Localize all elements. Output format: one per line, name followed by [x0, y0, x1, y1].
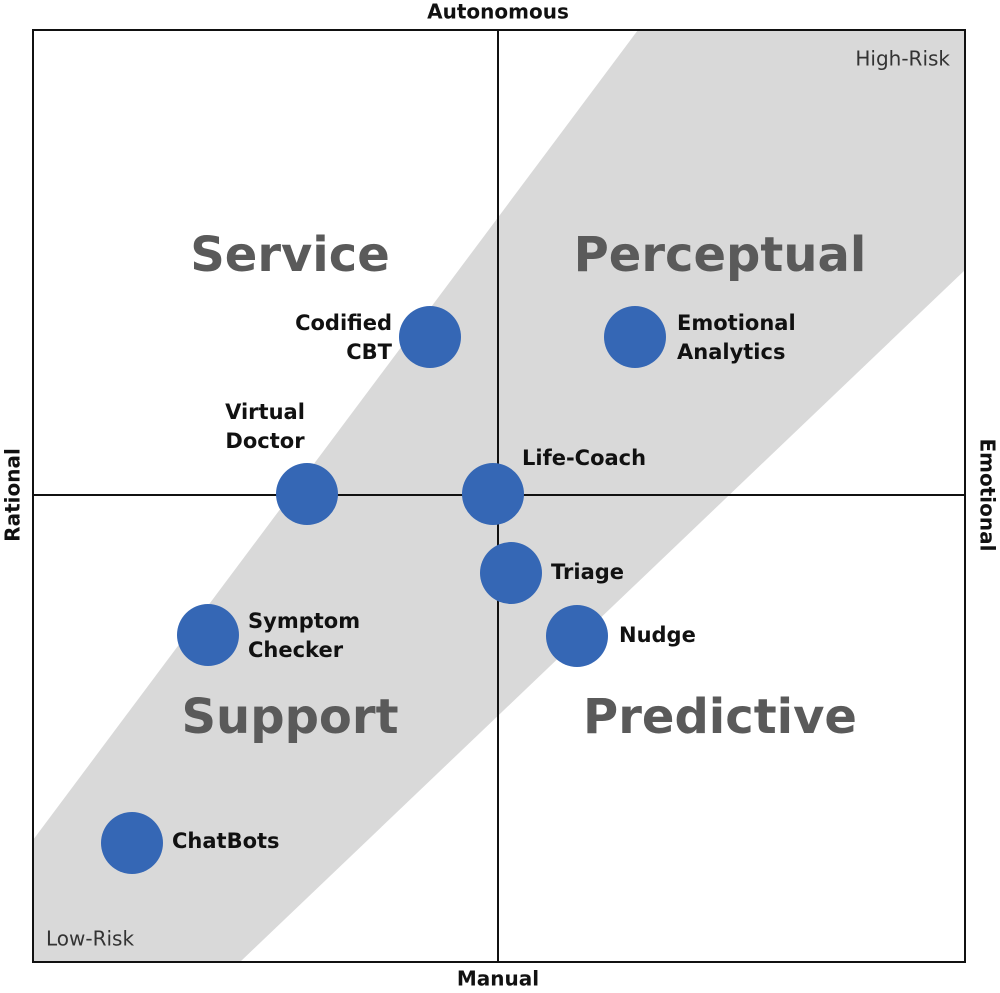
node-dot	[480, 542, 542, 604]
node-label: Symptom	[248, 609, 360, 633]
node-dot	[462, 463, 524, 525]
quadrant-title: Predictive	[583, 689, 857, 745]
node-dot	[101, 812, 163, 874]
quadrant-title: Service	[190, 227, 390, 283]
node-label: Codified	[295, 311, 392, 335]
axis-label: Rational	[1, 448, 25, 542]
node-label: Analytics	[677, 340, 785, 364]
axis-label: Emotional	[976, 439, 1000, 552]
node-label: Virtual	[225, 400, 305, 424]
axis-label: Autonomous	[427, 0, 569, 24]
node-dot	[604, 306, 666, 368]
corner-label: High-Risk	[855, 47, 950, 71]
node-label: Triage	[551, 560, 624, 584]
node-dot	[546, 605, 608, 667]
node-label: Emotional	[677, 311, 796, 335]
node-label: Checker	[248, 638, 344, 662]
corner-label: Low-Risk	[46, 927, 134, 951]
node-label: CBT	[346, 340, 392, 364]
node-label: Nudge	[619, 623, 696, 647]
axis-label: Manual	[457, 967, 539, 991]
quadrant-title: Perceptual	[574, 227, 867, 283]
quadrant-title: Support	[181, 689, 398, 745]
node-label: ChatBots	[172, 829, 280, 853]
node-dot	[276, 463, 338, 525]
node-dot	[177, 604, 239, 666]
node-label: Life-Coach	[522, 446, 646, 470]
node-label: Doctor	[225, 429, 305, 453]
node-dot	[399, 306, 461, 368]
